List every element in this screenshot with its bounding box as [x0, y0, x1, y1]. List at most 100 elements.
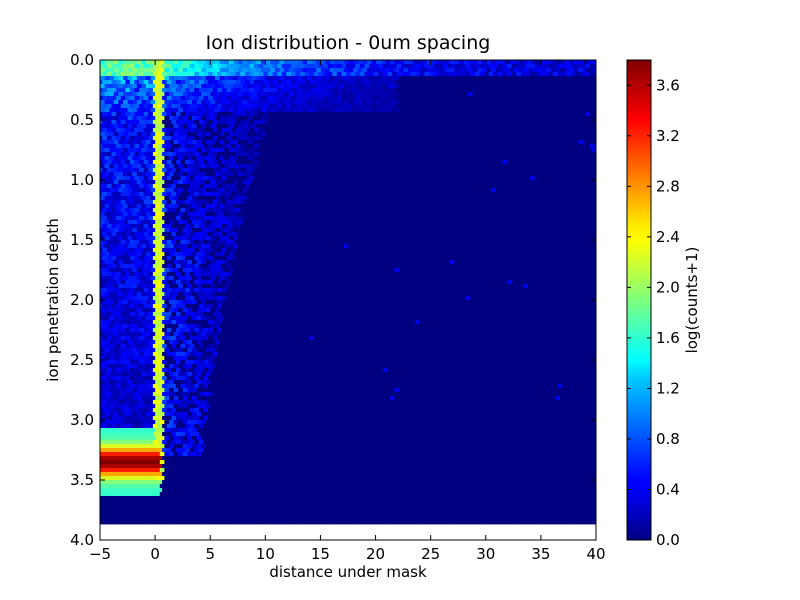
heatmap-cell	[175, 160, 181, 165]
heatmap-cell	[587, 100, 593, 105]
heatmap-cell	[251, 124, 257, 129]
heatmap-cell	[263, 232, 269, 237]
heatmap-cell	[297, 228, 303, 233]
heatmap-cell	[557, 208, 563, 213]
heatmap-cell	[279, 68, 285, 73]
heatmap-cell	[318, 200, 324, 205]
heatmap-cell	[410, 152, 416, 157]
heatmap-cell	[431, 172, 437, 177]
heatmap-cell	[550, 220, 556, 225]
heatmap-cell	[318, 72, 324, 77]
heatmap-cell	[511, 144, 517, 149]
heatmap-cell	[152, 176, 158, 181]
heatmap-cell	[578, 180, 584, 185]
heatmap-cell	[514, 84, 519, 89]
heatmap-cell	[249, 216, 255, 221]
heatmap-cell	[143, 64, 149, 69]
heatmap-cell	[530, 80, 536, 85]
heatmap-cell	[479, 104, 485, 109]
heatmap-cell	[313, 200, 319, 205]
heatmap-cell	[162, 120, 168, 125]
heatmap-cell	[251, 220, 257, 225]
heatmap-cell	[419, 160, 425, 165]
heatmap-cell	[217, 192, 223, 197]
heatmap-cell	[263, 152, 269, 157]
plot-area	[99, 59, 597, 541]
heatmap-cell	[320, 92, 326, 97]
heatmap-cell	[228, 140, 234, 145]
heatmap-cell	[152, 72, 158, 77]
heatmap-cell	[240, 104, 246, 109]
heatmap-cell	[373, 152, 379, 157]
heatmap-cell	[412, 84, 418, 89]
heatmap-cell	[461, 152, 467, 157]
heatmap-cell	[113, 116, 119, 121]
heatmap-cell	[378, 240, 384, 245]
heatmap-cell	[226, 112, 232, 117]
heatmap-cell	[116, 152, 122, 157]
heatmap-cell	[106, 224, 112, 229]
heatmap-cell	[350, 176, 356, 181]
heatmap-cell	[270, 68, 276, 73]
heatmap-cell	[484, 112, 490, 117]
heatmap-cell	[415, 176, 421, 181]
heatmap-cell	[445, 156, 450, 161]
heatmap-cell	[129, 232, 135, 237]
heatmap-cell	[426, 156, 432, 161]
heatmap-cell	[511, 240, 517, 245]
heatmap-cell	[180, 168, 186, 173]
heatmap-cell	[371, 204, 377, 209]
heatmap-cell	[442, 232, 448, 237]
heatmap-cell	[281, 240, 287, 245]
heatmap-cell	[534, 184, 540, 189]
heatmap-cell	[380, 108, 386, 113]
heatmap-cell	[433, 104, 439, 109]
heatmap-cell	[474, 240, 480, 245]
heatmap-cell	[166, 88, 172, 93]
heatmap-cell	[346, 152, 352, 157]
heatmap-cell	[210, 204, 216, 209]
heatmap-cell	[516, 176, 522, 181]
heatmap-cell	[592, 132, 596, 137]
heatmap-cell	[325, 180, 331, 185]
heatmap-cell	[447, 72, 453, 77]
heatmap-cell	[341, 144, 347, 149]
heatmap-cell	[290, 144, 296, 149]
heatmap-cell	[491, 172, 496, 177]
heatmap-cell	[159, 60, 165, 65]
heatmap-cell	[247, 212, 253, 217]
heatmap-cell	[566, 208, 572, 213]
heatmap-cell	[173, 92, 179, 97]
heatmap-cell	[385, 116, 391, 121]
heatmap-cell	[486, 116, 492, 121]
heatmap-cell	[212, 88, 218, 93]
heatmap-cell	[378, 128, 384, 133]
heatmap-cell	[474, 176, 480, 181]
heatmap-cell	[152, 216, 158, 221]
heatmap-cell	[210, 68, 216, 73]
heatmap-cell	[520, 144, 526, 149]
heatmap-cell	[288, 228, 294, 233]
heatmap-cell	[210, 188, 216, 193]
heatmap-cell	[543, 192, 549, 197]
heatmap-cell	[548, 112, 554, 117]
heatmap-cell	[311, 140, 317, 145]
heatmap-cell	[525, 120, 531, 125]
heatmap-cell	[497, 240, 503, 245]
heatmap-cell	[359, 200, 365, 205]
heatmap-cell	[309, 72, 315, 77]
heatmap-cell	[463, 204, 469, 209]
heatmap-cell	[297, 116, 303, 121]
heatmap-cell	[297, 92, 303, 97]
heatmap-cell	[546, 76, 552, 81]
heatmap-cell	[339, 204, 345, 209]
heatmap-cell	[585, 144, 591, 149]
heatmap-cell	[274, 204, 280, 209]
heatmap-cell	[297, 172, 303, 177]
heatmap-cell	[187, 124, 193, 129]
heatmap-cell	[470, 208, 476, 213]
heatmap-cell	[592, 124, 596, 129]
heatmap-cell	[152, 168, 158, 173]
heatmap-cell	[139, 168, 145, 173]
heatmap-cell	[472, 132, 478, 137]
